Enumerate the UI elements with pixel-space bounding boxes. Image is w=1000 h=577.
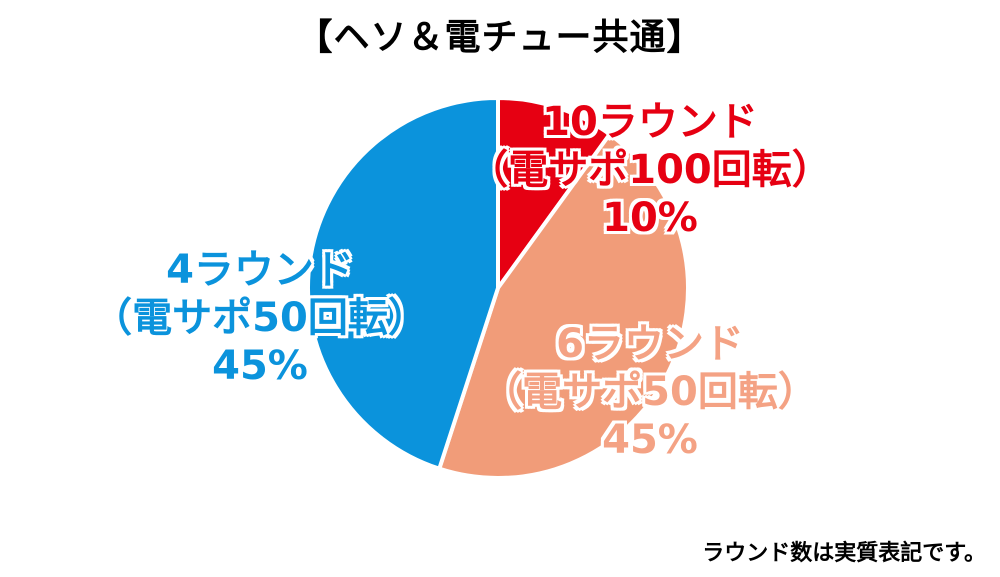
pie-slice-10-rounds — [496, 96, 612, 290]
slice-label-4-rounds-line1: 4ラウンド — [166, 247, 354, 293]
slice-label-4-rounds: 4ラウンド （電サポ50回転） 45% — [70, 246, 450, 390]
slice-label-4-rounds-pct: 45% — [212, 343, 308, 389]
slice-label-4-rounds-line2: （電サポ50回転） — [92, 295, 428, 341]
slice-label-10-rounds-line1: 10ラウンド — [542, 99, 758, 145]
slice-label-6-rounds-line1: 6ラウンド — [556, 321, 744, 367]
slice-label-6-rounds-line2: （電サポ50回転） — [482, 369, 818, 415]
pie-slice-4-rounds — [306, 96, 500, 471]
pie-slice-6-rounds — [437, 132, 690, 480]
slice-label-10-rounds: 10ラウンド （電サポ100回転） 10% — [440, 98, 860, 242]
slice-label-10-rounds-pct: 10% — [602, 195, 698, 241]
slice-label-10-rounds-line2: （電サポ100回転） — [468, 147, 832, 193]
slice-label-6-rounds: 6ラウンド （電サポ50回転） 45% — [440, 320, 860, 464]
chart-title: 【ヘソ＆電チュー共通】 — [296, 17, 704, 58]
slice-label-6-rounds-pct: 45% — [602, 417, 698, 463]
footnote: ラウンド数は実質表記です。 — [702, 541, 986, 566]
